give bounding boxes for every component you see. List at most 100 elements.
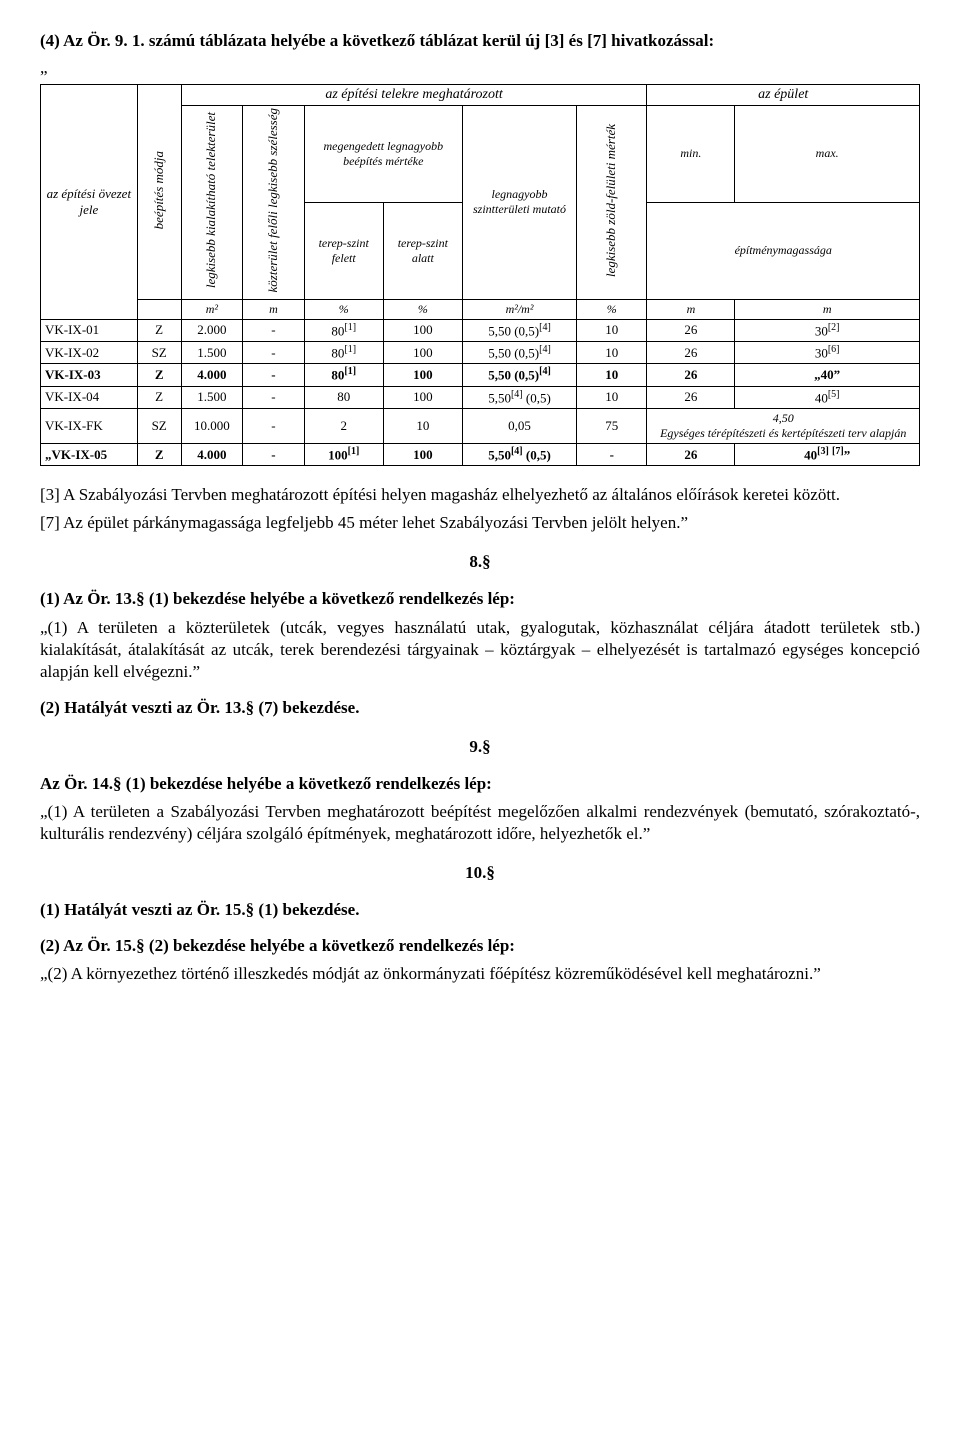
table-row: „VK-IX-05Z4.000-100[1]1005,50[4] (0,5)-2… bbox=[41, 443, 920, 465]
cell-min: 26 bbox=[647, 364, 735, 386]
cell-above: 80 bbox=[304, 386, 383, 408]
cell-max: 4,50Egységes térépítészeti és kertépítés… bbox=[647, 408, 920, 443]
s8-p1b: „(1) A területen a közterületek (utcák, … bbox=[40, 617, 920, 683]
hdr-allowed: megengedett legnagyobb beépítés mértéke bbox=[304, 106, 462, 203]
hdr-minplot: legkisebb kialakítható telekterület bbox=[181, 106, 243, 299]
cell-street: - bbox=[243, 364, 305, 386]
hdr-left: az építési övezet jele bbox=[41, 85, 138, 319]
cell-mode: SZ bbox=[137, 408, 181, 443]
cell-plot: 1.500 bbox=[181, 341, 243, 363]
cell-mode: Z bbox=[137, 319, 181, 341]
cell-below: 100 bbox=[383, 364, 462, 386]
cell-green: - bbox=[577, 443, 647, 465]
cell-above: 80[1] bbox=[304, 341, 383, 363]
s10-p2b: „(2) A környezethez történő illeszkedés … bbox=[40, 963, 920, 985]
cell-mode: SZ bbox=[137, 341, 181, 363]
open-quote: „ bbox=[40, 58, 920, 78]
cell-mode: Z bbox=[137, 443, 181, 465]
cell-street: - bbox=[243, 386, 305, 408]
s9-p1a: Az Ör. 14.§ (1) bekezdése helyébe a köve… bbox=[40, 774, 492, 793]
regulation-table: az építési övezet jele beépítés módja az… bbox=[40, 84, 920, 466]
cell-street: - bbox=[243, 443, 305, 465]
cell-floor: 0,05 bbox=[462, 408, 576, 443]
cell-below: 100 bbox=[383, 443, 462, 465]
cell-code: VK-IX-04 bbox=[41, 386, 138, 408]
cell-min: 26 bbox=[647, 386, 735, 408]
s9-p1b: „(1) A területen a Szabályozási Tervben … bbox=[40, 801, 920, 845]
u-m-1: m bbox=[243, 299, 305, 319]
hdr-above: terep-szint felett bbox=[304, 202, 383, 299]
cell-plot: 4.000 bbox=[181, 443, 243, 465]
s8-p1a: (1) Az Ör. 13.§ (1) bekezdése helyébe a … bbox=[40, 589, 515, 608]
cell-code: VK-IX-02 bbox=[41, 341, 138, 363]
cell-green: 10 bbox=[577, 364, 647, 386]
intro-line: (4) Az Ör. 9. 1. számú táblázata helyébe… bbox=[40, 30, 920, 52]
cell-below: 100 bbox=[383, 319, 462, 341]
section-9: 9.§ bbox=[40, 737, 920, 757]
hdr-green: legkisebb zöld-felületi mérték bbox=[577, 106, 647, 299]
cell-below: 10 bbox=[383, 408, 462, 443]
cell-floor: 5,50 (0,5)[4] bbox=[462, 364, 576, 386]
table-row: VK-IX-02SZ1.500-80[1]1005,50 (0,5)[4]102… bbox=[41, 341, 920, 363]
cell-max: 30[6] bbox=[735, 341, 920, 363]
cell-code: VK-IX-01 bbox=[41, 319, 138, 341]
cell-plot: 4.000 bbox=[181, 364, 243, 386]
cell-max: 40[5] bbox=[735, 386, 920, 408]
cell-min: 26 bbox=[647, 443, 735, 465]
hdr-floor: legnagyobb szintterületi mutató bbox=[462, 106, 576, 299]
cell-green: 75 bbox=[577, 408, 647, 443]
s10-p2a: (2) Az Ör. 15.§ (2) bekezdése helyébe a … bbox=[40, 935, 920, 957]
section-8: 8.§ bbox=[40, 552, 920, 572]
table-row: VK-IX-04Z1.500-801005,50[4] (0,5)102640[… bbox=[41, 386, 920, 408]
s10-p1: (1) Hatályát veszti az Ör. 15.§ (1) beke… bbox=[40, 899, 920, 921]
cell-floor: 5,50 (0,5)[4] bbox=[462, 341, 576, 363]
table-row: VK-IX-01Z2.000-80[1]1005,50 (0,5)[4]1026… bbox=[41, 319, 920, 341]
hdr-mode: beépítés módja bbox=[137, 85, 181, 299]
cell-mode: Z bbox=[137, 386, 181, 408]
u-pct-1: % bbox=[304, 299, 383, 319]
cell-code: VK-IX-FK bbox=[41, 408, 138, 443]
cell-max: 40[3] [7]” bbox=[735, 443, 920, 465]
u-m-3: m bbox=[735, 299, 920, 319]
table-row: VK-IX-03Z4.000-80[1]1005,50 (0,5)[4]1026… bbox=[41, 364, 920, 386]
cell-below: 100 bbox=[383, 386, 462, 408]
cell-min: 26 bbox=[647, 319, 735, 341]
hdr-min: min. bbox=[647, 106, 735, 203]
cell-green: 10 bbox=[577, 386, 647, 408]
cell-street: - bbox=[243, 408, 305, 443]
cell-max: „40” bbox=[735, 364, 920, 386]
hdr-mid: az építési telekre meghatározott bbox=[181, 85, 647, 106]
cell-plot: 10.000 bbox=[181, 408, 243, 443]
table-row: VK-IX-FKSZ10.000-2100,05754,50Egységes t… bbox=[41, 408, 920, 443]
u-m2: m² bbox=[181, 299, 243, 319]
cell-max: 30[2] bbox=[735, 319, 920, 341]
hdr-right: az épület bbox=[647, 85, 920, 106]
hdr-below: terep-szint alatt bbox=[383, 202, 462, 299]
cell-green: 10 bbox=[577, 341, 647, 363]
cell-floor: 5,50 (0,5)[4] bbox=[462, 319, 576, 341]
cell-code: VK-IX-03 bbox=[41, 364, 138, 386]
cell-code: „VK-IX-05 bbox=[41, 443, 138, 465]
u-blank bbox=[137, 299, 181, 319]
cell-street: - bbox=[243, 341, 305, 363]
note-3: [3] A Szabályozási Tervben meghatározott… bbox=[40, 484, 920, 506]
hdr-street: közterület felőli legkisebb szélesség bbox=[243, 106, 305, 299]
u-ratio: m²/m² bbox=[462, 299, 576, 319]
cell-mode: Z bbox=[137, 364, 181, 386]
cell-floor: 5,50[4] (0,5) bbox=[462, 386, 576, 408]
hdr-bheight: építménymagassága bbox=[647, 202, 920, 299]
u-pct-2: % bbox=[383, 299, 462, 319]
cell-above: 100[1] bbox=[304, 443, 383, 465]
cell-above: 2 bbox=[304, 408, 383, 443]
cell-plot: 1.500 bbox=[181, 386, 243, 408]
cell-plot: 2.000 bbox=[181, 319, 243, 341]
cell-floor: 5,50[4] (0,5) bbox=[462, 443, 576, 465]
u-m-2: m bbox=[647, 299, 735, 319]
cell-green: 10 bbox=[577, 319, 647, 341]
cell-below: 100 bbox=[383, 341, 462, 363]
cell-above: 80[1] bbox=[304, 364, 383, 386]
cell-street: - bbox=[243, 319, 305, 341]
cell-min: 26 bbox=[647, 341, 735, 363]
u-pct-3: % bbox=[577, 299, 647, 319]
cell-above: 80[1] bbox=[304, 319, 383, 341]
